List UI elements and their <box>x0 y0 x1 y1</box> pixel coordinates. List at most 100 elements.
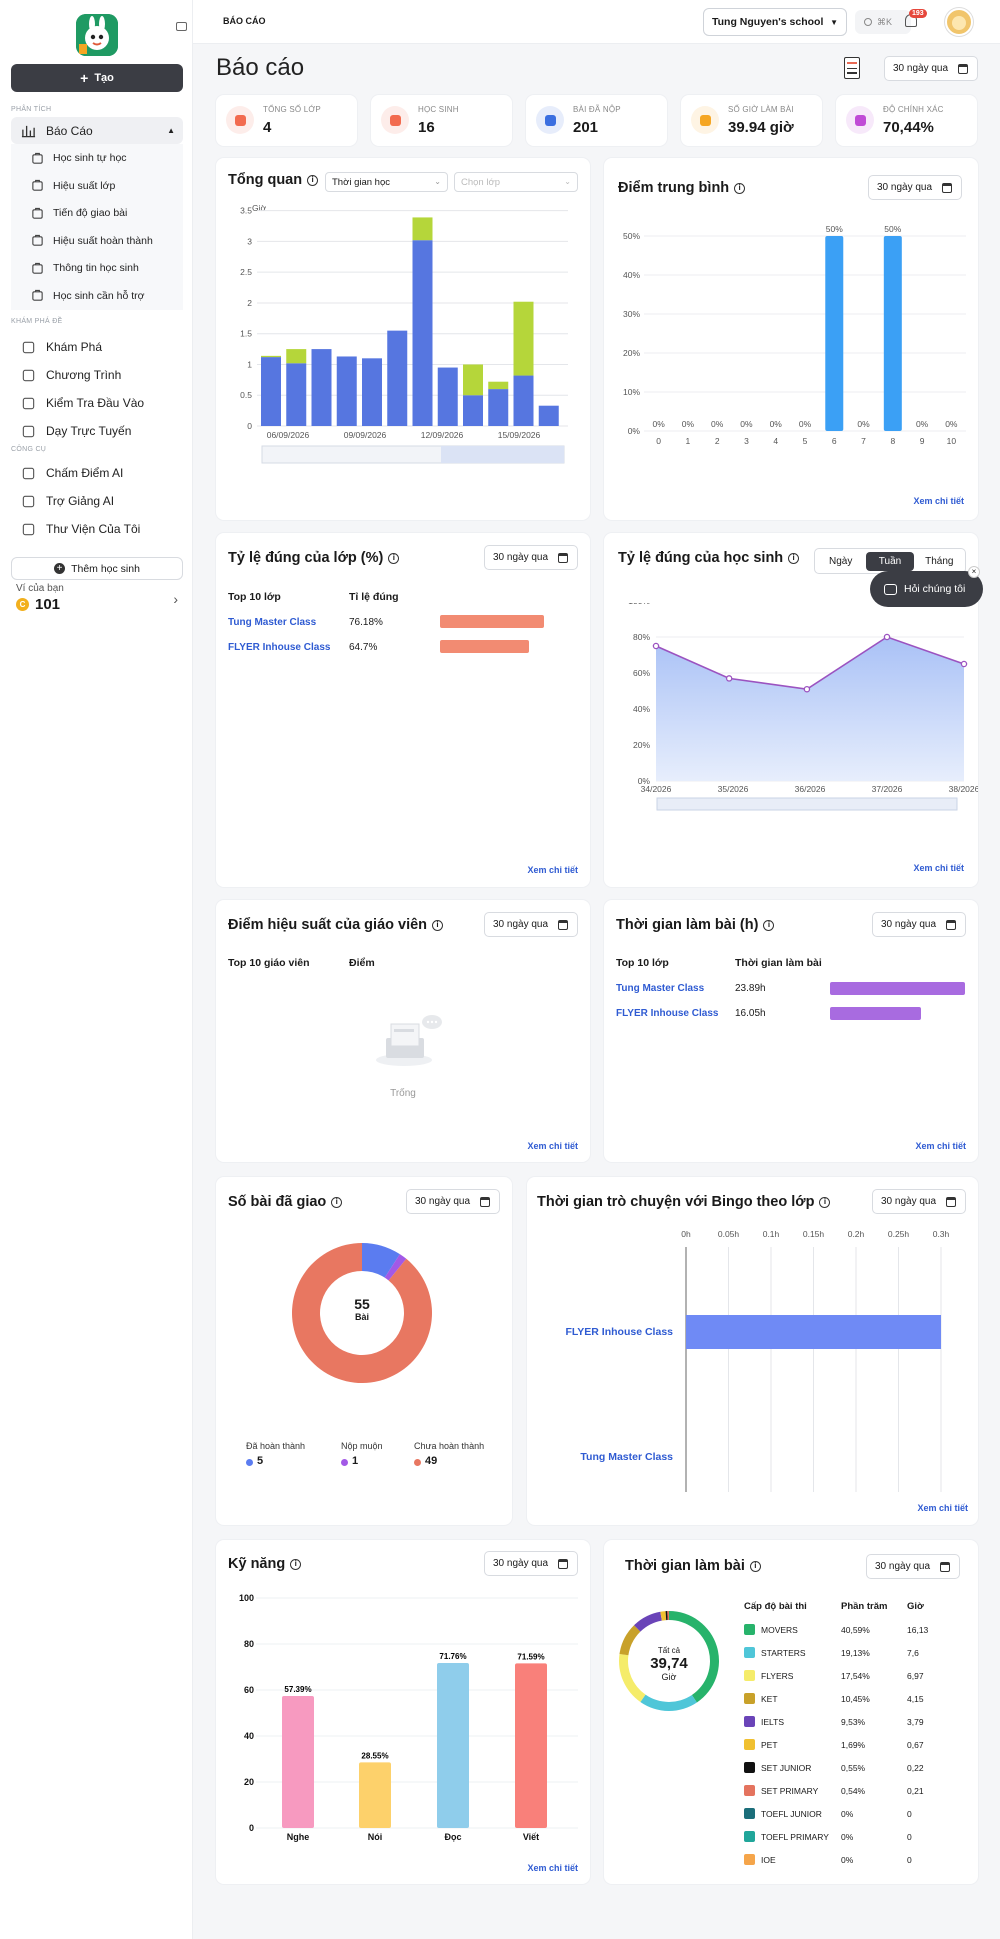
data-label: 0% <box>682 419 695 429</box>
tab-month[interactable]: Tháng <box>925 555 954 567</box>
app-logo[interactable] <box>76 14 118 56</box>
class-rate-card: Tỷ lệ đúng của lớp (%) i 30 ngày qua Top … <box>216 533 590 887</box>
average-score-card: Điểm trung bình i 30 ngày qua 0% 10% 20% 30%… <box>604 158 978 520</box>
x-tick-label: 8 <box>890 436 895 446</box>
class-filter-select[interactable]: Chọn lớp ⌄ <box>454 172 578 192</box>
class-name-link[interactable]: FLYER Inhouse Class <box>616 1008 719 1019</box>
level-color-swatch <box>744 1785 755 1796</box>
sidebar-item-report[interactable]: Báo Cáo ▲ <box>11 117 183 144</box>
chat-support-button[interactable]: Hỏi chúng tôi <box>870 571 983 607</box>
stat-card: HỌC SINH 16 <box>371 95 512 146</box>
time-level-title-text: Thời gian làm bài <box>625 1558 745 1574</box>
worktime-bar <box>830 982 966 995</box>
school-select[interactable]: Tung Nguyen's school ▼ <box>703 8 847 36</box>
sidebar-subitem[interactable]: Tiến độ giao bài <box>11 199 183 227</box>
collapse-sidebar-icon[interactable] <box>176 22 187 31</box>
sidebar-subitem[interactable]: Hiệu suất lớp <box>11 171 183 200</box>
create-button[interactable]: + Tạo <box>11 64 183 92</box>
info-icon[interactable]: i <box>331 1196 343 1208</box>
average-more-link[interactable]: Xem chi tiết <box>913 496 964 506</box>
add-student-button[interactable]: + Thêm học sinh <box>11 557 183 580</box>
average-score-title-text: Điểm trung bình <box>618 180 730 196</box>
bar <box>515 1663 547 1828</box>
sidebar-subitem[interactable]: Học sinh tự học <box>11 144 183 172</box>
skills-more-link[interactable]: Xem chi tiết <box>527 1863 578 1873</box>
data-label: 50% <box>826 224 843 234</box>
briefcase-icon <box>32 179 43 191</box>
level-percent: 9,53% <box>841 1717 866 1727</box>
topbar: BÁO CÁO Tung Nguyen's school ▼ ⌘K 193 <box>193 0 1000 44</box>
bingo-date-range[interactable]: 30 ngày qua <box>872 1189 966 1214</box>
time-filter-select[interactable]: Thời gian học ⌄ <box>325 172 448 192</box>
bingo-more-link[interactable]: Xem chi tiết <box>917 1503 968 1513</box>
class-rate-bar <box>440 640 529 653</box>
sidebar-subitem[interactable]: Học sinh cần hỗ trợ <box>11 281 183 310</box>
y-tick-label: 2 <box>247 298 252 308</box>
assigned-date-range[interactable]: 30 ngày qua <box>406 1189 500 1214</box>
info-icon[interactable]: i <box>788 552 800 564</box>
bar-main <box>311 349 332 426</box>
class-rate-more-link[interactable]: Xem chi tiết <box>527 865 578 875</box>
bar-secondary <box>463 364 483 396</box>
tab-day[interactable]: Ngày <box>828 555 853 567</box>
sidebar-item-explore[interactable]: Kiểm Tra Đầu Vào <box>11 392 183 414</box>
stat-label: ĐỘ CHÍNH XÁC <box>883 105 944 114</box>
wallet[interactable]: Ví của bạn C 101 › <box>16 583 182 613</box>
sidebar-item-tool[interactable]: Thư Viện Của Tôi <box>11 518 183 540</box>
level-name: TOEFL PRIMARY <box>761 1832 829 1842</box>
plus-circle-icon: + <box>54 563 66 574</box>
overview-chart: Giờ 0 0.5 1 1.5 2 2.5 3 3.5 06/09/2026 09/09/2026 1… <box>240 203 568 464</box>
sidebar-subitem[interactable]: Thông tin học sinh <box>11 254 183 282</box>
chevron-up-icon: ▲ <box>167 126 175 135</box>
level-hours: 0,22 <box>907 1763 924 1773</box>
class-name-link[interactable]: Tung Master Class <box>616 983 705 994</box>
info-icon[interactable]: i <box>290 1558 302 1570</box>
class-name-link[interactable]: Tung Master Class <box>228 617 317 628</box>
info-icon[interactable]: i <box>388 552 400 564</box>
x-tick-label: 15/09/2026 <box>498 430 541 440</box>
info-icon[interactable]: i <box>749 1560 761 1572</box>
sidebar-item-explore[interactable]: Dạy Trực Tuyến <box>11 420 183 442</box>
class-name-link[interactable]: FLYER Inhouse Class <box>228 642 331 653</box>
level-name: MOVERS <box>761 1625 798 1635</box>
teacher-header-score: Điểm <box>349 957 375 969</box>
average-date-range[interactable]: 30 ngày qua <box>868 175 962 200</box>
info-icon[interactable]: i <box>734 182 746 194</box>
teacher-more-link[interactable]: Xem chi tiết <box>527 1141 578 1151</box>
time-level-date-range[interactable]: 30 ngày qua <box>866 1554 960 1579</box>
teacher-date-range[interactable]: 30 ngày qua <box>484 912 578 937</box>
page-date-range[interactable]: 30 ngày qua <box>884 56 978 81</box>
info-icon[interactable]: i <box>819 1196 831 1208</box>
x-tick-label: 35/2026 <box>718 784 749 794</box>
donut-slice <box>667 1611 669 1621</box>
report-document-icon[interactable] <box>844 57 860 79</box>
sidebar-item-explore[interactable]: Chương Trình <box>11 364 183 386</box>
class-rate-value: 64.7% <box>349 642 378 653</box>
sidebar-item-tool[interactable]: Trợ Giảng AI <box>11 490 183 512</box>
chevron-right-icon[interactable]: › <box>173 591 178 607</box>
sidebar-item-explore[interactable]: Khám Phá <box>11 336 183 358</box>
y-category-label: FLYER Inhouse Class <box>565 1326 673 1338</box>
skills-date-range[interactable]: 30 ngày qua <box>484 1551 578 1576</box>
search-button[interactable]: ⌘K <box>855 10 911 34</box>
worktime-value: 23.89h <box>735 983 766 994</box>
worktime-date-range[interactable]: 30 ngày qua <box>872 912 966 937</box>
level-percent: 0% <box>841 1809 854 1819</box>
class-rate-date-range[interactable]: 30 ngày qua <box>484 545 578 570</box>
y-tick-label: 50% <box>623 231 640 241</box>
close-icon[interactable]: × <box>968 566 980 578</box>
tab-week[interactable]: Tuần <box>866 551 914 571</box>
sidebar-item-tool[interactable]: Chấm Điểm AI <box>11 462 183 484</box>
worktime-more-link[interactable]: Xem chi tiết <box>915 1141 966 1151</box>
bar-main <box>437 367 458 426</box>
sidebar-item-label: Dạy Trực Tuyến <box>46 424 132 438</box>
level-name: STARTERS <box>761 1648 806 1658</box>
average-score-title: Điểm trung bình i <box>618 180 746 196</box>
info-icon[interactable]: i <box>432 919 444 931</box>
avatar[interactable] <box>945 8 973 36</box>
info-icon[interactable]: i <box>307 174 319 186</box>
sidebar-subitem[interactable]: Hiệu suất hoàn thành <box>11 226 183 255</box>
student-rate-more-link[interactable]: Xem chi tiết <box>913 863 964 873</box>
info-icon[interactable]: i <box>763 919 775 931</box>
sidebar-item-label: Kiểm Tra Đầu Vào <box>46 396 145 410</box>
